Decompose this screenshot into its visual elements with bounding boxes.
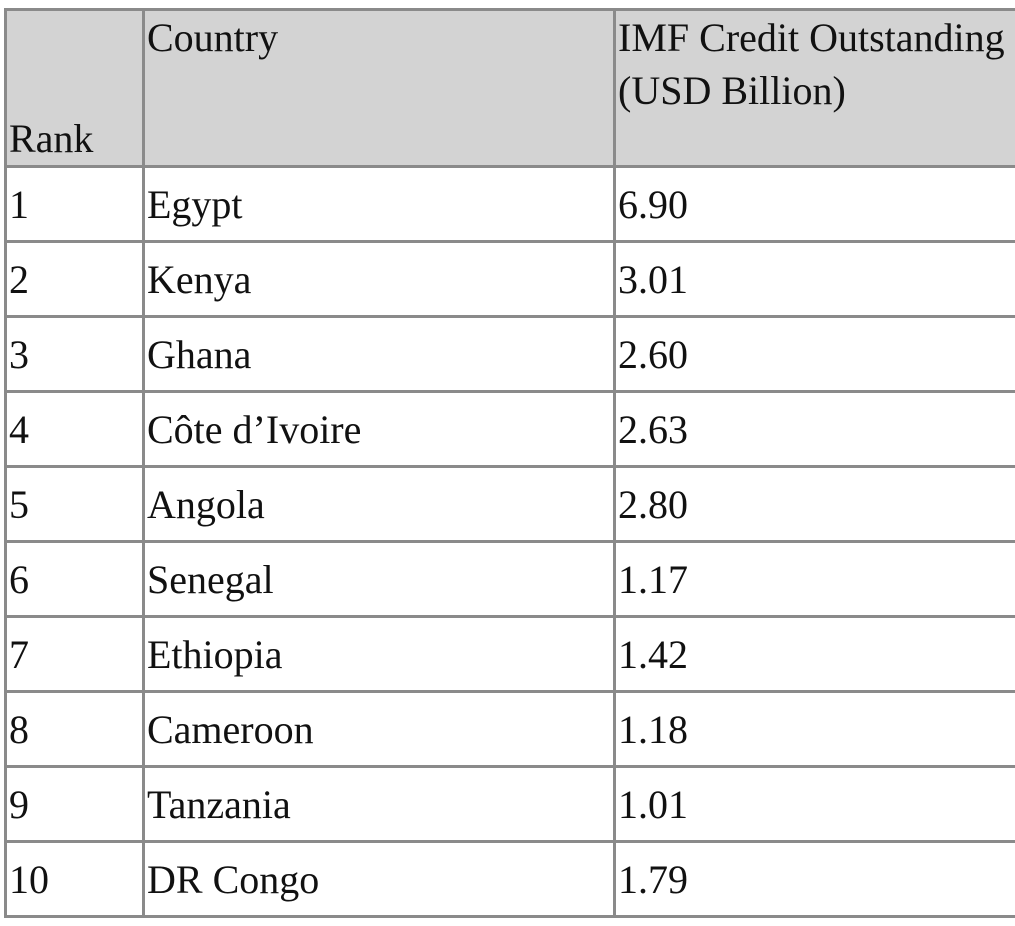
table-cell: 2.80 (613, 465, 1015, 543)
table-cell: Côte d’Ivoire (142, 390, 616, 468)
table-cell: DR Congo (142, 840, 616, 918)
table-cell: 1.01 (613, 765, 1015, 843)
table-row: 6 Senegal 1.17 (4, 540, 1015, 618)
table-cell: Egypt (142, 165, 616, 243)
table-cell: Tanzania (142, 765, 616, 843)
table-cell: Angola (142, 465, 616, 543)
table-cell: Senegal (142, 540, 616, 618)
table-cell: 2 (4, 240, 145, 318)
table-cell: 1 (4, 165, 145, 243)
table-cell: 1.18 (613, 690, 1015, 768)
table-row: 3 Ghana 2.60 (4, 315, 1015, 393)
header-cell: IMF Credit Outstanding (USD Billion) (613, 8, 1015, 168)
table-cell: 1.42 (613, 615, 1015, 693)
table-cell: 1.79 (613, 840, 1015, 918)
table-cell: 10 (4, 840, 145, 918)
table-head: Rank Country IMF Credit Outstanding (USD… (4, 8, 1015, 168)
table-row: 5 Angola 2.80 (4, 465, 1015, 543)
table-cell: 3 (4, 315, 145, 393)
table-cell: 1.17 (613, 540, 1015, 618)
table-row: 7 Ethiopia 1.42 (4, 615, 1015, 693)
table-row: 4 Côte d’Ivoire 2.63 (4, 390, 1015, 468)
table-cell: 3.01 (613, 240, 1015, 318)
table-row: 8 Cameroon 1.18 (4, 690, 1015, 768)
header-cell: Country (142, 8, 616, 168)
table-row: 9 Tanzania 1.01 (4, 765, 1015, 843)
table-cell: Ghana (142, 315, 616, 393)
table-row: 1 Egypt 6.90 (4, 165, 1015, 243)
header-row: Rank Country IMF Credit Outstanding (USD… (4, 8, 1015, 168)
table-row: 2 Kenya 3.01 (4, 240, 1015, 318)
table-body: 1 Egypt 6.90 2 Kenya 3.01 3 Ghana 2.60 4 Côte d’Iv… (4, 165, 1015, 918)
table-cell: 6.90 (613, 165, 1015, 243)
table-cell: Cameroon (142, 690, 616, 768)
table-cell: 8 (4, 690, 145, 768)
header-cell: Rank (4, 8, 145, 168)
table-cell: 2.63 (613, 390, 1015, 468)
table-cell: 9 (4, 765, 145, 843)
table-cell: Ethiopia (142, 615, 616, 693)
table-cell: 5 (4, 465, 145, 543)
table-cell: 2.60 (613, 315, 1015, 393)
table-cell: 6 (4, 540, 145, 618)
table-cell: 7 (4, 615, 145, 693)
data-table: Rank Country IMF Credit Outstanding (USD… (4, 8, 1015, 918)
table-cell: 4 (4, 390, 145, 468)
table-cell: Kenya (142, 240, 616, 318)
table-row: 10 DR Congo 1.79 (4, 840, 1015, 918)
